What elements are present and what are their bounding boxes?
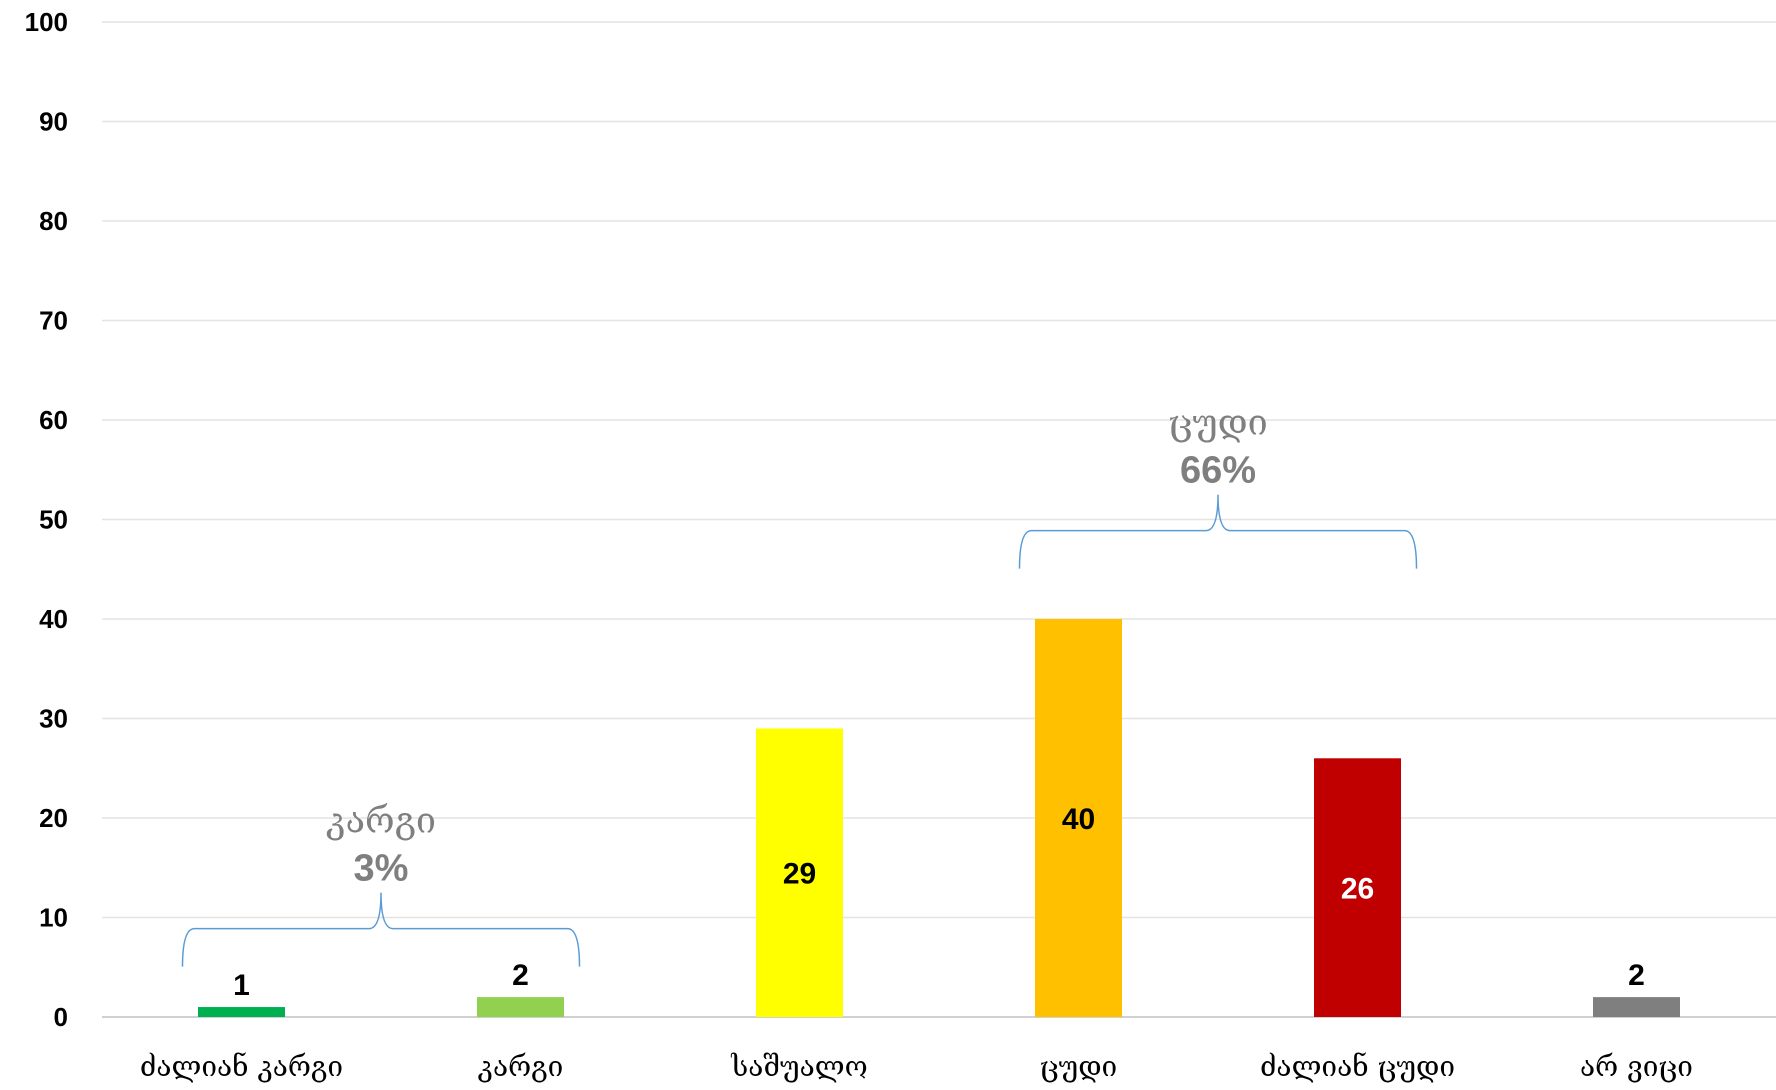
- x-tick-label: ძალიან კარგი: [140, 1050, 343, 1083]
- y-axis: 0 10 20 30 40 50 60 70 80 90 100: [25, 7, 68, 1032]
- bar: [1035, 619, 1122, 1017]
- bracket: [181, 892, 581, 967]
- y-tick-label: 60: [39, 405, 68, 435]
- y-tick-label: 80: [39, 206, 68, 236]
- bar: [1314, 758, 1401, 1017]
- x-axis: ძალიან კარგი კარგი საშუალო ცუდი ძალიან ცუდი ა…: [140, 1050, 1693, 1083]
- group-percent: 66%: [1180, 450, 1256, 492]
- data-label: 26: [1341, 873, 1374, 906]
- y-tick-label: 100: [25, 7, 68, 37]
- x-tick-label: არ ვიცი: [1580, 1050, 1693, 1083]
- group-percent: 3%: [354, 848, 409, 890]
- y-tick-label: 30: [39, 704, 68, 734]
- bracket: [1018, 494, 1418, 569]
- y-tick-label: 50: [39, 505, 68, 535]
- data-label: 1: [233, 969, 250, 1002]
- y-tick-label: 10: [39, 903, 68, 933]
- gridlines: [102, 21, 1776, 1018]
- x-tick-label: კარგი: [478, 1050, 564, 1083]
- bar: [756, 728, 843, 1017]
- bars: 1 2 29 40 26 2: [198, 619, 1680, 1017]
- data-label: 2: [512, 959, 529, 992]
- group-label: ცუდი: [1168, 403, 1268, 444]
- y-tick-label: 0: [54, 1002, 68, 1032]
- bar: [198, 1007, 285, 1017]
- y-tick-label: 90: [39, 107, 68, 137]
- bar: [1593, 997, 1680, 1017]
- group-label: კარგი: [326, 801, 436, 842]
- y-tick-label: 40: [39, 604, 68, 634]
- x-tick-label: ძალიან ცუდი: [1260, 1050, 1455, 1083]
- data-label: 2: [1628, 959, 1645, 992]
- x-tick-label: საშუალო: [730, 1050, 867, 1083]
- data-label: 40: [1062, 803, 1095, 836]
- y-tick-label: 20: [39, 803, 68, 833]
- y-tick-label: 70: [39, 306, 68, 336]
- bar: [477, 997, 564, 1017]
- data-label: 29: [783, 858, 816, 891]
- group-brackets: კარგი 3% ცუდი 66%: [181, 403, 1418, 967]
- x-tick-label: ცუდი: [1040, 1050, 1117, 1083]
